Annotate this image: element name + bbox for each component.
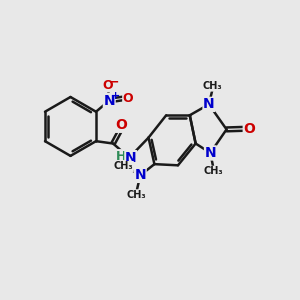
Text: N: N xyxy=(134,168,146,182)
Text: CH₃: CH₃ xyxy=(114,161,133,172)
Text: CH₃: CH₃ xyxy=(202,81,222,91)
Text: −: − xyxy=(109,76,119,89)
Text: N: N xyxy=(203,98,215,111)
Text: N: N xyxy=(103,94,115,107)
Text: +: + xyxy=(111,91,120,101)
Text: O: O xyxy=(123,92,134,105)
Text: N: N xyxy=(205,146,216,160)
Text: CH₃: CH₃ xyxy=(127,190,147,200)
Text: O: O xyxy=(103,79,113,92)
Text: O: O xyxy=(116,118,127,132)
Text: O: O xyxy=(243,122,255,136)
Text: CH₃: CH₃ xyxy=(203,166,223,176)
Text: N: N xyxy=(125,151,136,165)
Text: H: H xyxy=(116,150,126,163)
